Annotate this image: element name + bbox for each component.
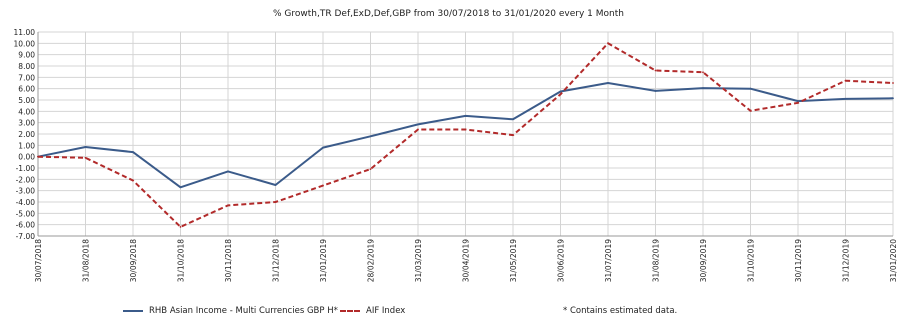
data-point-series1 <box>322 146 324 149</box>
legend-label-series2: AIF Index <box>366 306 406 316</box>
data-point-series2 <box>37 155 39 158</box>
x-tick-label: 30/11/2019 <box>794 239 803 282</box>
y-tick-label: 7.00 <box>18 73 35 82</box>
y-tick-label: 8.00 <box>18 62 35 71</box>
x-tick-label: 30/11/2018 <box>224 239 233 282</box>
data-point-series1 <box>274 184 277 186</box>
x-tick-label: 30/09/2019 <box>699 239 708 282</box>
data-point-series1 <box>84 146 87 148</box>
data-point-series2 <box>179 226 182 228</box>
data-point-series1 <box>654 90 657 92</box>
data-point-series1 <box>417 123 419 126</box>
y-tick-label: -1.00 <box>16 164 36 173</box>
x-tick-label: 30/06/2019 <box>557 239 566 282</box>
data-point-series2 <box>274 201 277 203</box>
data-point-series2 <box>749 109 752 112</box>
data-point-series2 <box>607 42 609 45</box>
x-tick-label: 31/10/2018 <box>177 239 186 282</box>
legend-item-series2: AIF Index <box>340 306 405 316</box>
data-point-series2 <box>702 71 704 74</box>
data-point-series1 <box>702 87 704 89</box>
data-point-series1 <box>892 97 894 100</box>
x-tick-label: 30/09/2018 <box>129 239 138 282</box>
data-point-series2 <box>892 82 894 84</box>
x-tick-label: 31/03/2019 <box>414 239 423 282</box>
legend-swatch-series2 <box>340 310 360 312</box>
data-point-series1 <box>559 90 562 93</box>
y-tick-label: -3.00 <box>16 187 36 196</box>
x-tick-label: 31/12/2019 <box>842 239 851 282</box>
legend-item-series1: RHB Asian Income - Multi Currencies GBP … <box>123 306 338 316</box>
y-tick-label: -6.00 <box>16 221 36 230</box>
data-point-series1 <box>844 97 847 100</box>
data-point-series2 <box>84 156 87 159</box>
y-tick-label: 5.00 <box>18 96 35 105</box>
x-tick-label: 31/01/2020 <box>889 239 897 282</box>
legend-label-series1: RHB Asian Income - Multi Currencies GBP … <box>149 306 338 316</box>
y-tick-label: -2.00 <box>16 175 36 184</box>
y-tick-label: 6.00 <box>18 85 35 94</box>
y-tick-label: -7.00 <box>16 232 36 241</box>
data-point-series2 <box>654 69 657 72</box>
data-point-series1 <box>512 118 514 121</box>
legend-swatch-series1 <box>123 310 143 312</box>
data-point-series2 <box>132 179 134 182</box>
y-tick-label: 10.00 <box>14 39 36 48</box>
data-point-series2 <box>369 168 372 171</box>
x-tick-label: 30/07/2018 <box>34 239 43 282</box>
chart-title: % Growth,TR Def,ExD,Def,GBP from 30/07/2… <box>273 9 624 19</box>
x-tick-label: 31/05/2019 <box>509 239 518 282</box>
data-point-series2 <box>464 128 467 131</box>
y-tick-label: -5.00 <box>16 209 36 218</box>
data-point-series2 <box>227 204 229 207</box>
y-tick-label: 2.00 <box>18 130 35 139</box>
x-tick-label: 31/08/2018 <box>82 239 91 282</box>
data-point-series1 <box>749 87 752 90</box>
y-tick-label: 0.00 <box>18 153 35 162</box>
data-point-series1 <box>464 114 467 117</box>
x-tick-label: 31/07/2019 <box>604 239 613 282</box>
data-point-series1 <box>179 186 182 189</box>
data-point-series2 <box>559 93 562 96</box>
estimated-data-note: * Contains estimated data. <box>563 306 678 316</box>
x-tick-label: 31/08/2019 <box>652 239 661 282</box>
y-tick-label: 9.00 <box>18 51 35 60</box>
data-point-series1 <box>607 82 609 84</box>
data-point-series2 <box>322 184 324 187</box>
x-tick-label: 28/02/2019 <box>367 239 376 282</box>
data-point-series2 <box>844 79 847 82</box>
x-tick-label: 31/12/2018 <box>272 239 281 282</box>
data-point-series2 <box>797 101 799 104</box>
data-point-series2 <box>512 134 514 137</box>
data-point-series1 <box>132 151 134 154</box>
x-tick-label: 30/04/2019 <box>462 239 471 282</box>
y-tick-label: 4.00 <box>18 107 35 116</box>
data-point-series1 <box>227 170 229 173</box>
x-tick-label: 31/10/2019 <box>747 239 756 282</box>
y-tick-label: 1.00 <box>18 141 35 150</box>
y-tick-label: -4.00 <box>16 198 36 207</box>
data-point-series2 <box>417 128 419 131</box>
y-tick-label: 11.00 <box>14 28 36 37</box>
legend: RHB Asian Income - Multi Currencies GBP … <box>0 306 897 322</box>
y-tick-label: 3.00 <box>18 119 35 128</box>
data-point-series1 <box>369 135 372 138</box>
x-tick-label: 31/01/2019 <box>319 239 328 282</box>
